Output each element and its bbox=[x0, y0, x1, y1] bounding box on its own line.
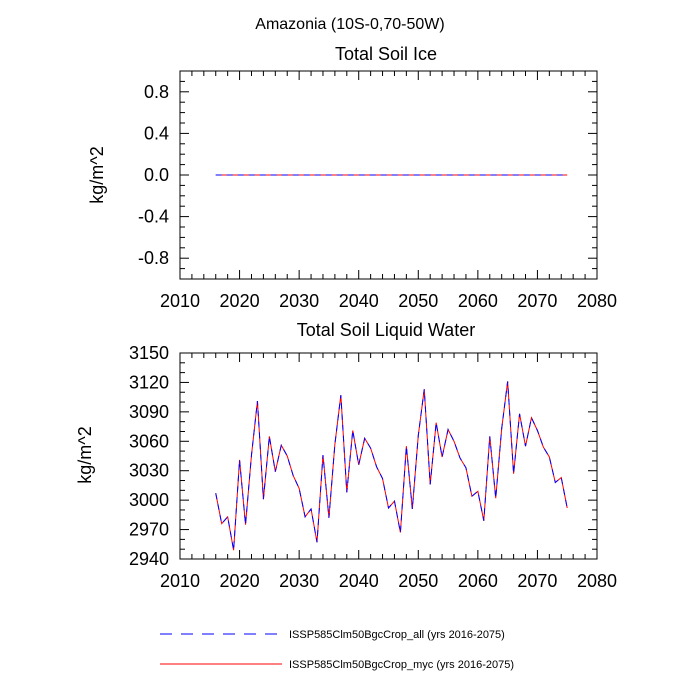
legend-label-myc: ISSP585Clm50BgcCrop_myc (yrs 2016-2075) bbox=[289, 659, 514, 671]
y-tick-label-soil-ice: 0.4 bbox=[144, 123, 169, 143]
legend-label-all: ISSP585Clm50BgcCrop_all (yrs 2016-2075) bbox=[289, 629, 505, 641]
ylabel-total-soil-liquid-water: kg/m^2 bbox=[75, 426, 95, 483]
x-tick-label-soil-ice: 2040 bbox=[339, 291, 379, 311]
x-tick-label-soil-ice: 2070 bbox=[517, 291, 557, 311]
x-tick-label-soil-liquid-water: 2070 bbox=[517, 571, 557, 591]
ylabel-total-soil-ice: kg/m^2 bbox=[87, 146, 107, 203]
plot-area-total-soil-liquid-water: 2010 2020 2030 2040 2050 2060 2070 2080 2940 2970… bbox=[129, 343, 617, 591]
y-tick-label-soil-liquid-water: 2970 bbox=[129, 520, 169, 540]
plot-area-total-soil-ice: 2010 2020 2030 2040 2050 2060 2070 2080 -0.8 -0.4… bbox=[138, 70, 617, 311]
y-tick-label-soil-liquid-water: 3060 bbox=[129, 431, 169, 451]
x-tick-label-soil-liquid-water: 2080 bbox=[577, 571, 617, 591]
x-tick-label-soil-liquid-water: 2020 bbox=[220, 571, 260, 591]
x-tick-label-soil-liquid-water: 2030 bbox=[279, 571, 319, 591]
x-tick-label-soil-ice: 2020 bbox=[220, 291, 260, 311]
y-tick-label-soil-liquid-water: 3030 bbox=[129, 461, 169, 481]
y-tick-label-soil-liquid-water: 3090 bbox=[129, 402, 169, 422]
x-tick-label-soil-liquid-water: 2040 bbox=[339, 571, 379, 591]
y-tick-label-soil-liquid-water: 2940 bbox=[129, 549, 169, 569]
y-tick-label-soil-liquid-water: 3000 bbox=[129, 490, 169, 510]
x-tick-label-soil-liquid-water: 2050 bbox=[398, 571, 438, 591]
series-line-all-soil-liquid-water bbox=[215, 381, 568, 551]
y-tick-label-soil-ice: -0.4 bbox=[138, 207, 169, 227]
y-tick-label-soil-ice: 0.0 bbox=[144, 165, 169, 185]
x-tick-label-soil-ice: 2050 bbox=[398, 291, 438, 311]
axes-frame-soil-liquid-water bbox=[179, 352, 598, 560]
figure-title: Amazonia (10S-0,70-50W) bbox=[255, 16, 444, 33]
legend: ISSP585Clm50BgcCrop_all (yrs 2016-2075) … bbox=[160, 629, 514, 671]
x-tick-label-soil-liquid-water: 2010 bbox=[160, 571, 200, 591]
x-tick-label-soil-liquid-water: 2060 bbox=[458, 571, 498, 591]
y-tick-label-soil-liquid-water: 3120 bbox=[129, 372, 169, 392]
x-tick-label-soil-ice: 2080 bbox=[577, 291, 617, 311]
panel-title-total-soil-liquid-water: Total Soil Liquid Water bbox=[297, 320, 475, 340]
x-tick-label-soil-ice: 2010 bbox=[160, 291, 200, 311]
y-tick-label-soil-ice: -0.8 bbox=[138, 248, 169, 268]
panel-total-soil-liquid-water: Total Soil Liquid Water kg/m^2 2010 2020 2… bbox=[75, 320, 617, 591]
x-tick-label-soil-ice: 2030 bbox=[279, 291, 319, 311]
y-tick-label-soil-liquid-water: 3150 bbox=[129, 343, 169, 363]
y-tick-label-soil-ice: 0.8 bbox=[144, 82, 169, 102]
panel-total-soil-ice: Total Soil Ice kg/m^2 2010 2020 2030 2040 20… bbox=[87, 44, 617, 311]
panel-title-total-soil-ice: Total Soil Ice bbox=[335, 44, 437, 64]
x-tick-label-soil-ice: 2060 bbox=[458, 291, 498, 311]
